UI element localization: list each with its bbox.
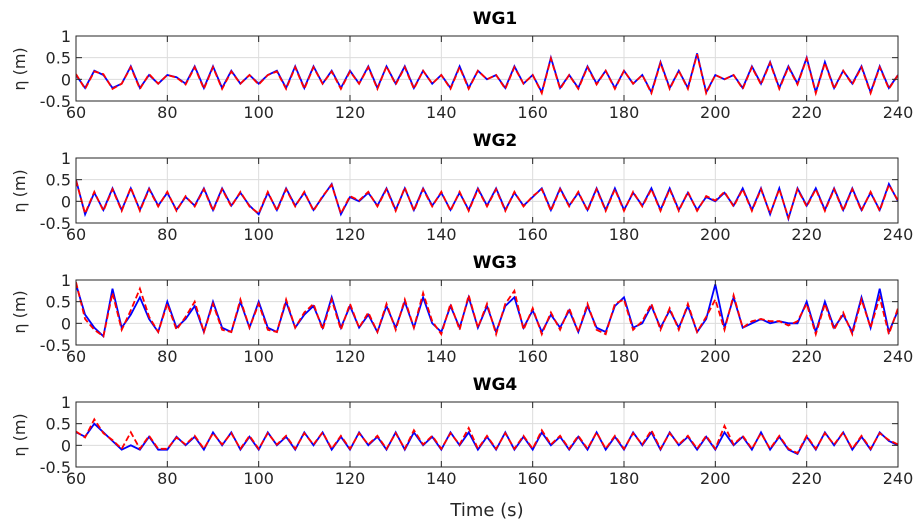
y-tick-label: 0.5 [46, 293, 71, 312]
y-tick-label: -0.5 [40, 458, 71, 477]
panel-title: WG4 [473, 375, 518, 395]
x-axis-label: Time (s) [449, 500, 523, 521]
x-tick-label: 100 [243, 347, 274, 366]
x-tick-label: 60 [66, 347, 86, 366]
axes-box [75, 35, 899, 102]
x-tick-label: 60 [66, 103, 86, 122]
y-tick-label: -0.5 [40, 214, 71, 233]
y-tick-label: 1 [61, 27, 71, 46]
x-tick-label: 240 [883, 103, 914, 122]
x-tick-label: 220 [791, 347, 822, 366]
y-tick-label: 1 [61, 149, 71, 168]
x-tick-label: 160 [517, 103, 548, 122]
x-tick-label: 100 [243, 469, 274, 488]
panel-title: WG3 [473, 253, 518, 273]
axes-box [75, 401, 899, 468]
y-axis-label: η (m) [10, 169, 29, 212]
y-tick-label: 0 [61, 314, 71, 333]
y-tick-label: 0.5 [46, 171, 71, 190]
panel-wg1: WG1 η (m) 60 80 100 120 140 160 180 200 220 240 -0… [10, 9, 913, 122]
x-tick-label: 180 [609, 469, 640, 488]
y-axis-label: η (m) [10, 47, 29, 90]
y-tick-label: 0.5 [46, 415, 71, 434]
x-tick-label: 220 [791, 103, 822, 122]
series-line-red-dashed [76, 417, 898, 455]
x-tick-label: 240 [883, 469, 914, 488]
y-tick-label: 1 [61, 393, 71, 412]
x-tick-label: 100 [243, 103, 274, 122]
y-tick-label: 0 [61, 192, 71, 211]
x-tick-label: 160 [517, 225, 548, 244]
x-tick-label: 120 [335, 225, 366, 244]
x-tick-label: 120 [335, 103, 366, 122]
x-tick-label: 140 [426, 347, 457, 366]
x-tick-label: 200 [700, 347, 731, 366]
plot-area [76, 36, 898, 101]
x-tick-label: 120 [335, 347, 366, 366]
x-tick-label: 240 [883, 347, 914, 366]
x-tick-label: 220 [791, 469, 822, 488]
x-tick-label: 180 [609, 225, 640, 244]
panel-title: WG2 [473, 131, 518, 151]
y-axis-label: η (m) [10, 290, 29, 333]
series-line-red-dashed [76, 180, 898, 221]
y-tick-label: 1 [61, 271, 71, 290]
x-tick-label: 220 [791, 225, 822, 244]
x-tick-label: 140 [426, 469, 457, 488]
x-tick-label: 80 [157, 347, 177, 366]
axes-box [75, 157, 899, 224]
y-axis-label: η (m) [10, 413, 29, 456]
y-tick-label: -0.5 [40, 336, 71, 355]
panel-wg2: WG2 η (m) 60 80 100 120 140 160 180 200 220 240 -0… [10, 131, 913, 244]
panel-wg3: WG3 η (m) 60 80 100 120 140 160 180 200 220 240 -0… [10, 253, 913, 366]
x-tick-label: 160 [517, 347, 548, 366]
x-tick-label: 160 [517, 469, 548, 488]
y-tick-label: 0 [61, 70, 71, 89]
x-tick-label: 80 [157, 225, 177, 244]
y-tick-label: 0.5 [46, 49, 71, 68]
panel-wg4: WG4 η (m) Time (s) 60 80 100 120 140 160 180 20… [10, 375, 913, 521]
x-tick-label: 100 [243, 225, 274, 244]
axes-box [75, 279, 899, 346]
y-tick-label: -0.5 [40, 92, 71, 111]
x-tick-label: 200 [700, 225, 731, 244]
x-tick-label: 140 [426, 225, 457, 244]
plot-area [76, 158, 898, 223]
x-tick-label: 140 [426, 103, 457, 122]
x-tick-label: 60 [66, 225, 86, 244]
x-tick-label: 120 [335, 469, 366, 488]
x-tick-label: 200 [700, 103, 731, 122]
panel-title: WG1 [473, 9, 518, 29]
x-tick-label: 180 [609, 103, 640, 122]
x-tick-label: 180 [609, 347, 640, 366]
x-tick-label: 240 [883, 225, 914, 244]
series-line-red-dashed [76, 281, 898, 338]
plot-area [76, 280, 898, 345]
x-tick-label: 200 [700, 469, 731, 488]
x-tick-label: 60 [66, 469, 86, 488]
x-tick-label: 80 [157, 103, 177, 122]
y-tick-label: 0 [61, 436, 71, 455]
x-tick-label: 80 [157, 469, 177, 488]
series-line-red-dashed [76, 53, 898, 97]
